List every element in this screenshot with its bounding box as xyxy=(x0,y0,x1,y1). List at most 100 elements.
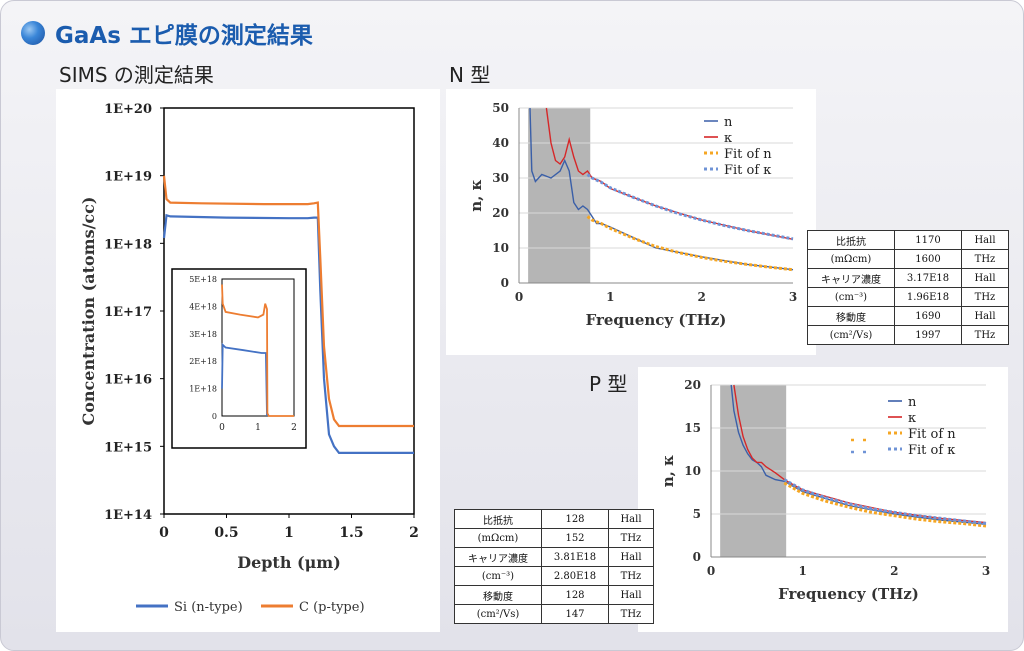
n-type-x-tick-label: 1 xyxy=(606,290,614,304)
p-type-series-line-fit-n xyxy=(783,481,987,528)
n-type-legend-label-fit-k: Fit of κ xyxy=(724,163,771,178)
n-type-x-tick-label: 2 xyxy=(697,290,705,304)
n-type-y-tick-label: 50 xyxy=(492,101,509,115)
n-type-y-tick-label: 40 xyxy=(492,136,509,150)
n-type-table-cell: 1997 xyxy=(894,325,962,345)
n-type-table-row: (cm²/Vs) 1997 THz xyxy=(807,325,1009,345)
sims-y-tick-label: 1E+16 xyxy=(104,373,152,388)
sims-x-tick-label: 2 xyxy=(409,525,419,541)
n-type-x-axis-label: Frequency (THz) xyxy=(586,311,727,329)
p-type-table-cell: 128 xyxy=(541,509,609,529)
n-type-y-tick-label: 10 xyxy=(492,241,509,255)
p-type-legend-label-k: κ xyxy=(908,411,916,426)
n-type-table-row: 移動度 1690 Hall xyxy=(807,306,1009,326)
n-type-y-axis-label: n, κ xyxy=(467,179,485,212)
p-type-legend-label-fit-n: Fit of n xyxy=(908,427,956,442)
sims-inset-y-tick-label: 0 xyxy=(212,412,217,421)
p-type-table-cell: THz xyxy=(608,604,654,624)
p-type-series-line-n xyxy=(730,384,987,525)
sims-x-tick-label: 0.5 xyxy=(214,525,238,541)
sims-y-axis-label: Concentration (atoms/cc) xyxy=(79,197,98,426)
sims-y-tick-label: 1E+14 xyxy=(104,508,152,523)
p-type-table-row: 比抵抗 128 Hall xyxy=(454,509,654,529)
p-type-table: 比抵抗 128 Hall (mΩcm) 152 THz キャリア濃度 3.81E18 Hall(… xyxy=(454,509,654,624)
n-type-table-cell: Hall xyxy=(961,230,1009,250)
sims-x-tick-label: 1.5 xyxy=(339,525,363,541)
sims-inset-y-tick-label: 4E+18 xyxy=(189,302,217,311)
page-title: GaAs エピ膜の測定結果 xyxy=(55,23,313,49)
p-type-x-axis-label: Frequency (THz) xyxy=(778,585,919,603)
sims-heading: SIMS の測定結果 xyxy=(59,63,214,87)
n-type-legend-label-k: κ xyxy=(724,131,732,146)
p-type-table-cell: (cm²/Vs) xyxy=(454,604,542,624)
p-type-x-tick-label: 0 xyxy=(707,564,715,578)
p-type-legend-label-fit-k: Fit of κ xyxy=(908,443,955,458)
p-type-y-tick-label: 0 xyxy=(693,550,701,564)
sims-y-tick-label: 1E+20 xyxy=(104,102,152,117)
p-type-table-cell: 147 xyxy=(541,604,609,624)
sims-inset-y-tick-label: 5E+18 xyxy=(189,275,217,284)
n-type-y-tick-label: 30 xyxy=(492,171,509,185)
p-type-table-row: (mΩcm) 152 THz xyxy=(454,528,654,548)
p-type-table-cell: 比抵抗 xyxy=(454,509,542,529)
n-type-table-row: 比抵抗 1170 Hall xyxy=(807,230,1009,250)
n-type-table-cell: (mΩcm) xyxy=(807,249,895,269)
sims-x-tick-label: 1 xyxy=(284,525,294,541)
sims-inset-series-line-c xyxy=(221,284,294,417)
p-type-table-cell: Hall xyxy=(608,585,654,605)
sims-inset-x-tick-label: 1 xyxy=(255,423,261,433)
p-type-x-tick-label: 3 xyxy=(982,564,990,578)
n-type-legend-label-fit-n: Fit of n xyxy=(724,147,772,162)
n-type-table-cell: (cm²/Vs) xyxy=(807,325,895,345)
p-type-table-cell: 2.80E18 xyxy=(541,566,609,586)
n-type-panel: 0 10 20 30 40 50 0 1 2 3 Frequency (THz) n, κ n κ Fit … xyxy=(446,89,816,355)
p-type-table-row: キャリア濃度 3.81E18 Hall xyxy=(454,547,654,567)
sims-inset-frame xyxy=(171,268,307,449)
n-type-x-tick-label: 3 xyxy=(789,290,797,304)
p-type-y-axis-label: n, κ xyxy=(659,455,677,488)
n-type-table-cell: 3.17E18 xyxy=(894,268,962,288)
sims-inset-series-line-si xyxy=(221,342,268,417)
n-type-series-line-fit-n xyxy=(586,215,794,272)
p-type-table-cell: (mΩcm) xyxy=(454,528,542,548)
n-type-shaded-region xyxy=(528,108,591,283)
p-type-panel: 0 5 10 15 20 0 1 2 3 Frequency (THz) n, κ n κ Fit of … xyxy=(638,367,1008,632)
p-type-y-tick-label: 15 xyxy=(684,421,701,435)
sims-series-line-c xyxy=(162,175,414,428)
p-type-table-cell: キャリア濃度 xyxy=(454,547,542,567)
n-type-table-cell: Hall xyxy=(961,268,1009,288)
n-type-y-tick-label: 20 xyxy=(492,206,509,220)
n-type-table-cell: 1170 xyxy=(894,230,962,250)
n-type-table-cell: 1600 xyxy=(894,249,962,269)
sims-inset-y-tick-label: 2E+18 xyxy=(189,357,217,366)
p-type-table-cell: Hall xyxy=(608,509,654,529)
n-type-series-line-fit-k xyxy=(586,173,794,241)
title-bullet-icon xyxy=(21,21,45,45)
p-type-table-row: 移動度 128 Hall xyxy=(454,585,654,605)
p-type-x-tick-label: 1 xyxy=(798,564,806,578)
n-type-table-row: (mΩcm) 1600 THz xyxy=(807,249,1009,269)
p-type-table-cell: Hall xyxy=(608,547,654,567)
p-type-legend-artifact xyxy=(851,438,869,454)
sims-inset-x-tick-label: 2 xyxy=(291,423,297,433)
n-type-table-cell: 1690 xyxy=(894,306,962,326)
p-type-table-row: (cm⁻³) 2.80E18 THz xyxy=(454,566,654,586)
p-type-table-cell: 移動度 xyxy=(454,585,542,605)
sims-inset-x-tick-label: 0 xyxy=(219,423,225,433)
p-type-table-cell: 152 xyxy=(541,528,609,548)
p-type-table-cell: (cm⁻³) xyxy=(454,566,542,586)
p-type-table-cell: 3.81E18 xyxy=(541,547,609,567)
n-type-table-row: キャリア濃度 3.17E18 Hall xyxy=(807,268,1009,288)
n-type-table-cell: Hall xyxy=(961,306,1009,326)
sims-y-tick-label: 1E+17 xyxy=(104,305,152,320)
n-type-table-cell: キャリア濃度 xyxy=(807,268,895,288)
n-type-table-cell: 1.96E18 xyxy=(894,287,962,307)
n-type-table-cell: 比抵抗 xyxy=(807,230,895,250)
p-type-y-tick-label: 5 xyxy=(693,507,701,521)
sims-x-axis-label: Depth (μm) xyxy=(237,553,341,572)
n-type-legend-label-n: n xyxy=(724,115,733,130)
p-type-heading: P 型 xyxy=(589,372,628,396)
sims-y-tick-label: 1E+19 xyxy=(104,170,152,185)
sims-legend-label-c: C (p-type) xyxy=(299,600,365,615)
